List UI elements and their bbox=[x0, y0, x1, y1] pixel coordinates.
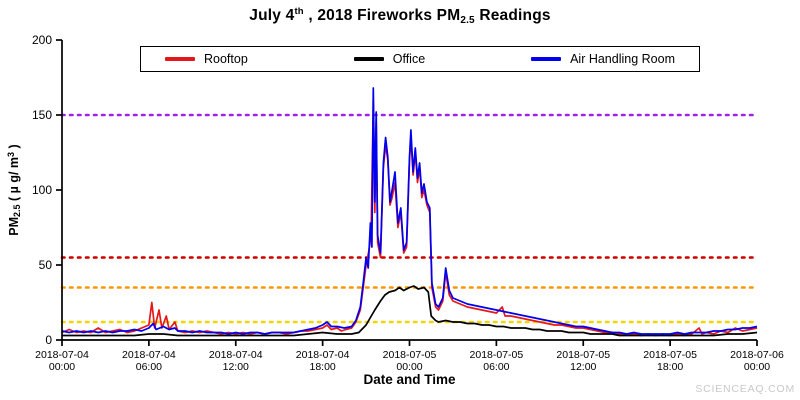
x-tick-label-date: 2018-07-05 bbox=[470, 349, 524, 361]
series-line-air-handling-room bbox=[61, 87, 758, 335]
title-subscript: 2.5 bbox=[460, 15, 475, 26]
y-axis-label-close: ) bbox=[7, 144, 21, 152]
x-tick-label-date: 2018-07-04 bbox=[209, 349, 263, 361]
y-axis-label-units: ( µ g/ m bbox=[7, 156, 21, 205]
legend-item-rooftop: Rooftop bbox=[165, 52, 248, 66]
x-tick-label-time: 06:00 bbox=[483, 361, 509, 373]
legend-swatch-rooftop bbox=[165, 57, 195, 61]
x-tick-label-time: 00:00 bbox=[744, 361, 770, 373]
y-tick-label: 100 bbox=[32, 183, 52, 197]
title-text-mid: , 2018 Fireworks PM bbox=[303, 7, 461, 24]
x-tick-label-date: 2018-07-05 bbox=[556, 349, 610, 361]
x-tick-label-time: 00:00 bbox=[49, 361, 75, 373]
x-tick-label-time: 12:00 bbox=[223, 361, 249, 373]
y-tick-label: 150 bbox=[32, 108, 52, 122]
x-tick-label-time: 06:00 bbox=[136, 361, 162, 373]
legend-item-office: Office bbox=[353, 52, 426, 66]
legend-label-air-handling-room: Air Handling Room bbox=[570, 52, 675, 66]
x-tick-label-date: 2018-07-04 bbox=[122, 349, 176, 361]
legend-swatch-air-handling-room bbox=[531, 57, 562, 61]
y-axis-label-subscript: 2.5 bbox=[12, 204, 22, 217]
x-tick-label-date: 2018-07-04 bbox=[296, 349, 350, 361]
legend-box: Rooftop Office Air Handling Room bbox=[140, 46, 700, 72]
series-line-office bbox=[62, 285, 758, 337]
y-tick-label: 50 bbox=[39, 258, 53, 272]
x-tick-label-time: 18:00 bbox=[657, 361, 683, 373]
title-text-end: Readings bbox=[474, 7, 551, 24]
legend-item-air-handling-room: Air Handling Room bbox=[531, 52, 675, 66]
x-axis-label: Date and Time bbox=[363, 372, 456, 387]
y-axis-label-superscript: 3 bbox=[6, 151, 16, 157]
y-axis-label-text: PM bbox=[7, 216, 21, 236]
legend-label-rooftop: Rooftop bbox=[204, 52, 248, 66]
y-axis-label: PM2.5 ( µ g/ m3 ) bbox=[6, 144, 22, 235]
x-tick-label-date: 2018-07-06 bbox=[730, 349, 784, 361]
y-tick-label: 0 bbox=[45, 333, 52, 347]
x-tick-label-time: 18:00 bbox=[309, 361, 335, 373]
x-tick-label-time: 12:00 bbox=[570, 361, 596, 373]
chart-title: July 4th , 2018 Fireworks PM2.5 Readings bbox=[0, 6, 800, 26]
title-text: July 4 bbox=[249, 7, 295, 24]
legend-label-office: Office bbox=[392, 52, 426, 66]
x-tick-label-date: 2018-07-04 bbox=[35, 349, 89, 361]
y-tick-label: 200 bbox=[32, 33, 52, 47]
title-superscript: th bbox=[294, 6, 304, 17]
x-tick-label-time: 00:00 bbox=[396, 361, 422, 373]
legend-swatch-office bbox=[353, 57, 384, 61]
x-tick-label-date: 2018-07-05 bbox=[643, 349, 697, 361]
x-tick-label-date: 2018-07-05 bbox=[383, 349, 437, 361]
series-line-rooftop bbox=[61, 99, 758, 337]
watermark-text: SCIENCEAQ.COM bbox=[695, 383, 795, 395]
